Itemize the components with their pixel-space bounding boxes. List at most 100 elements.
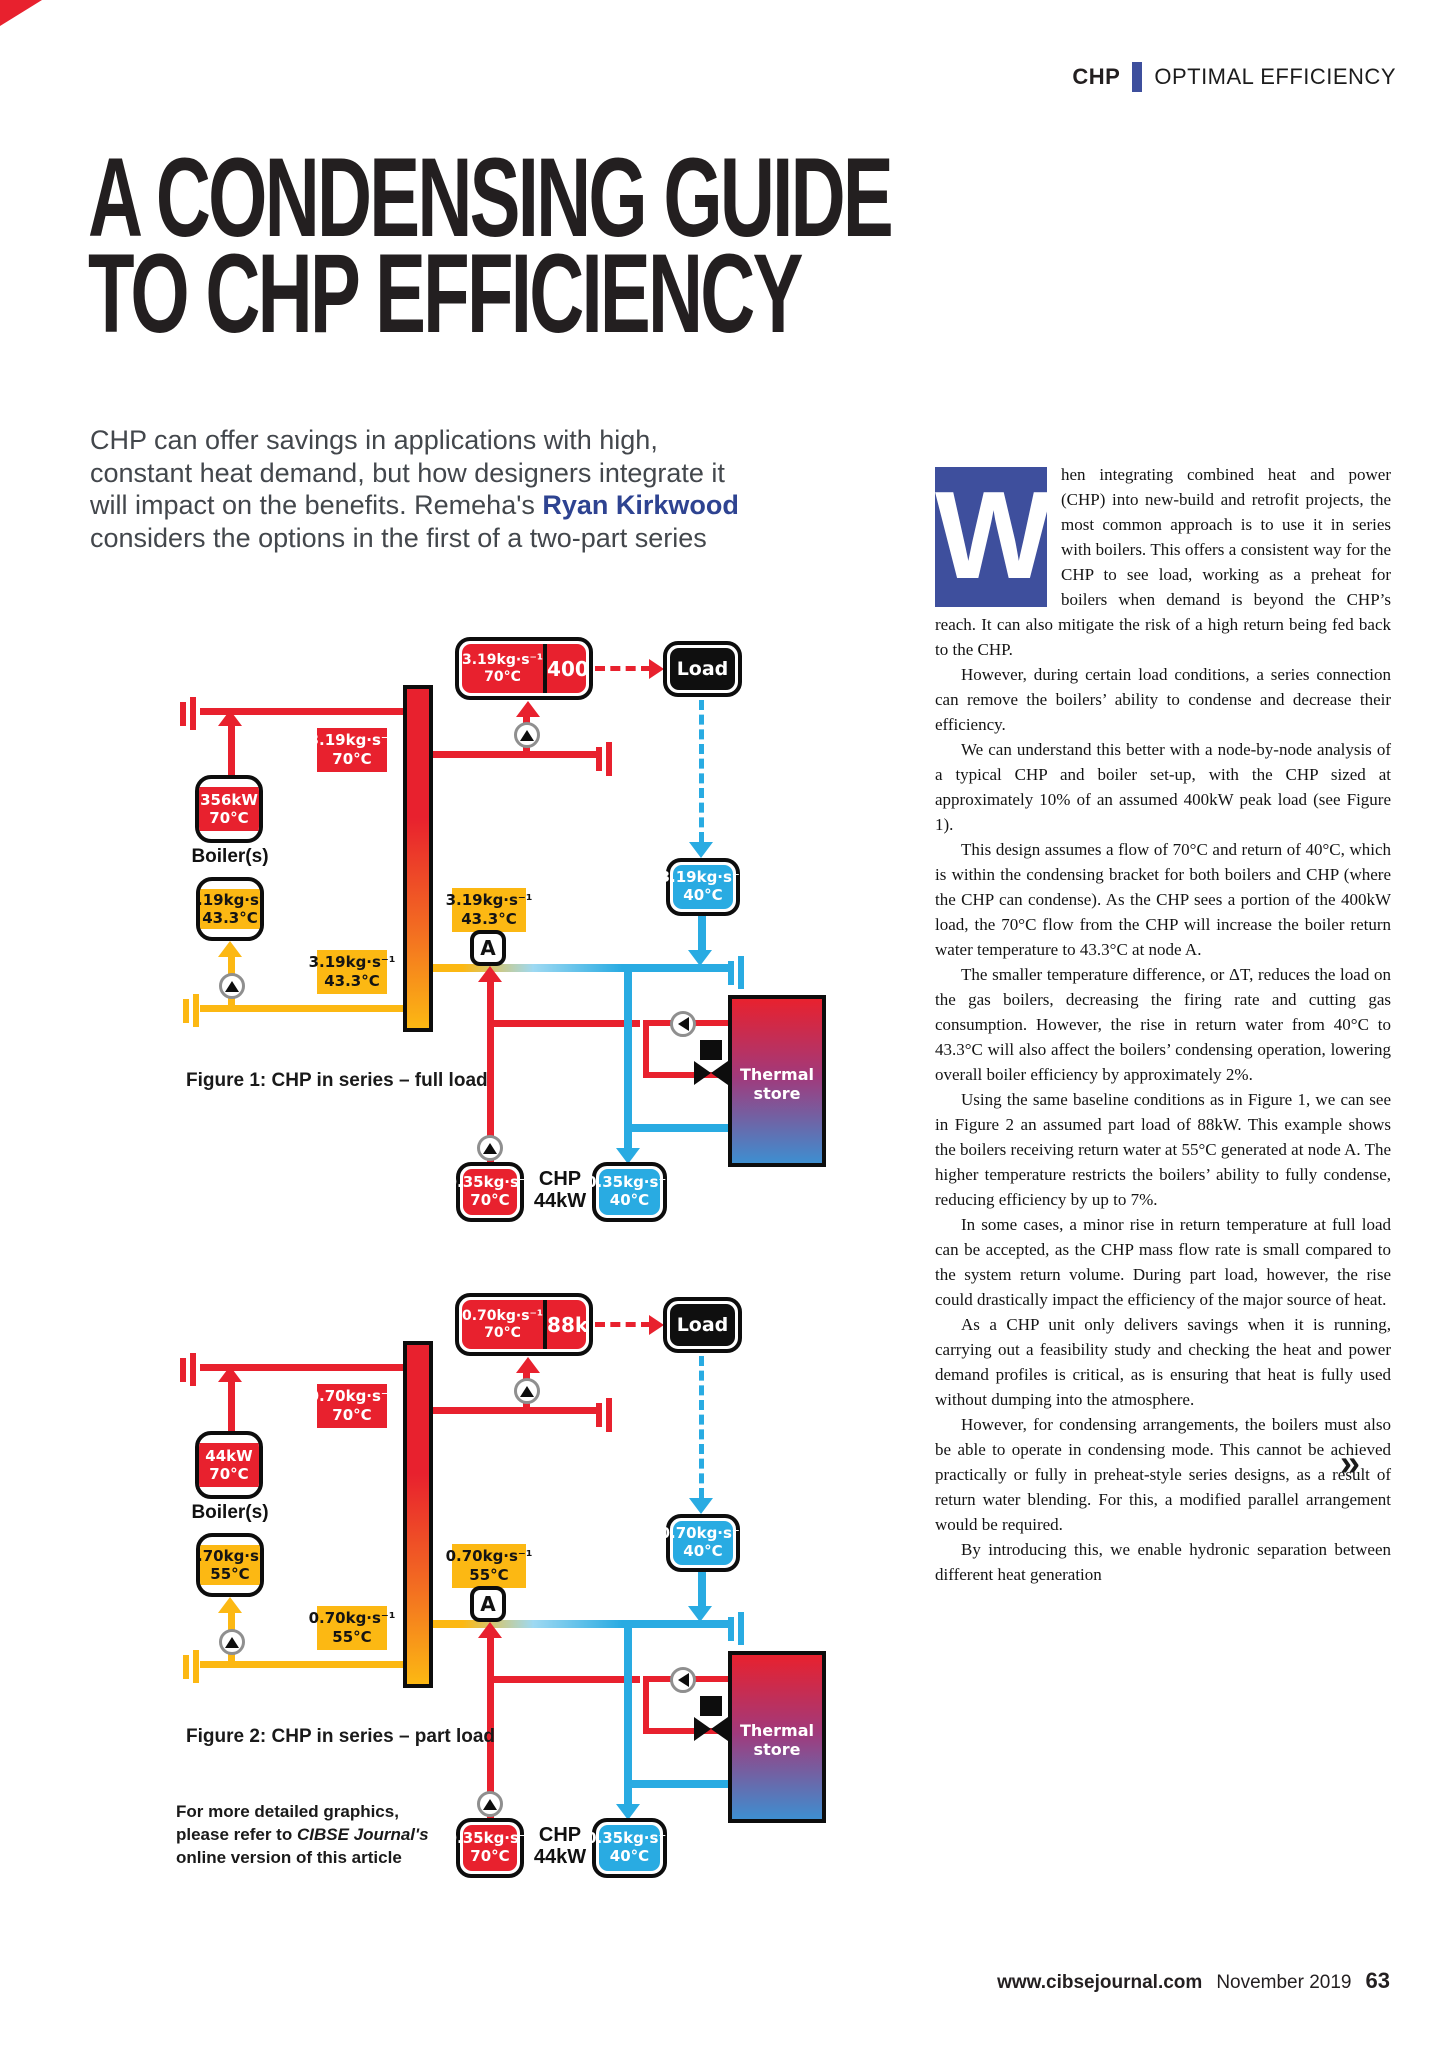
boiler-flow-power: 356kW: [200, 791, 258, 809]
radiator-icon: [728, 961, 734, 985]
boiler-flow-values: 44kW 70°C: [199, 1443, 259, 1487]
boiler-return-box: 0.70kg·s⁻¹ 55°C: [196, 1533, 264, 1597]
radiator-icon: [190, 1353, 196, 1386]
radiator-icon: [180, 702, 186, 726]
thermal-store-label-line2: store: [753, 1083, 801, 1103]
store-charge-pipe: [490, 1676, 640, 1683]
radiator-icon: [606, 742, 612, 776]
chp-flow-riser: [487, 978, 494, 1163]
chp-label-name: CHP: [538, 1168, 582, 1190]
boilers-label: Boiler(s): [191, 1502, 269, 1523]
node-a-tag: 0.70kg·s⁻¹ 55°C: [446, 1544, 532, 1588]
standfirst-line: will impact on the benefits. Remeha's Ry…: [90, 489, 739, 522]
low-loss-header-bar: [403, 685, 433, 1032]
pump-rotor-icon: [483, 1798, 497, 1810]
pump-icon: [219, 973, 245, 999]
chp-in-rate: 0.35kg·s⁻¹: [586, 1829, 673, 1848]
chp-out-box: 0.35kg·s⁻¹ 70°C: [447, 1818, 533, 1878]
pump-icon: [670, 1011, 696, 1037]
radiator-icon: [728, 1617, 734, 1641]
boiler-flow-pipe: [200, 708, 403, 715]
load-return-drop: [698, 1572, 706, 1608]
boiler-flow-riser: [228, 724, 235, 775]
node-a-temp: 55°C: [469, 1566, 509, 1584]
figure-note-line1: For more detailed graphics,: [176, 1802, 399, 1821]
boiler-flow-power: 44kW: [205, 1447, 253, 1465]
boiler-return-pipe: [200, 1005, 403, 1012]
load-label: Load: [670, 648, 735, 690]
valve-icon: [694, 1061, 711, 1085]
chp-unit-box: 3.19kg·s⁻¹ 70°C 400kW: [455, 637, 593, 700]
store-return-pipe: [628, 1124, 728, 1132]
title-line-1: A CONDENSING GUIDE: [88, 135, 894, 260]
figure-caption: Figure 2: CHP in series – part load: [186, 1726, 496, 1747]
figure-2: 44kW 70°C Boiler(s) 0.70kg·s⁻¹ 55°C 0.70…: [130, 1286, 830, 1886]
chp-unit-cells: 0.70kg·s⁻¹ 70°C 88kW: [462, 1300, 586, 1349]
flow-arrow-icon: [516, 701, 540, 717]
pump-icon: [514, 1378, 540, 1404]
kicker-divider-bar: [1132, 62, 1143, 92]
return-tag-rate: 3.19kg·s⁻¹: [308, 953, 396, 972]
figure-note: For more detailed graphics, please refer…: [176, 1800, 429, 1869]
boiler-flow-pipe: [200, 1364, 403, 1371]
figure-note-text: please refer to: [176, 1825, 297, 1844]
flow-arrow-icon: [516, 1357, 540, 1373]
chp-to-load-dashed-line: [595, 1322, 651, 1327]
pump-rotor-icon: [677, 1673, 689, 1687]
pump-icon: [670, 1667, 696, 1693]
dashed-arrowhead-icon: [649, 1315, 664, 1335]
thermal-store: Thermal store: [728, 995, 826, 1167]
chp-out-box: 0.35kg·s⁻¹ 70°C: [447, 1162, 533, 1222]
boiler-flow-riser: [228, 1380, 235, 1431]
down-arrow-icon: [616, 1804, 640, 1820]
figure-note-line2: please refer to CIBSE Journal's: [176, 1823, 429, 1846]
chp-label-power: 44kW: [533, 1190, 587, 1212]
store-return-pipe: [628, 1780, 728, 1788]
figure-caption: Figure 1: CHP in series – full load: [186, 1070, 488, 1091]
boiler-return-box: 3.19kg·s⁻¹ 43.3°C: [196, 877, 264, 941]
load-return-temp: 40°C: [683, 1542, 723, 1560]
corner-accent: [0, 0, 42, 26]
body-paragraph: The smaller temperature difference, or Δ…: [935, 965, 1391, 1084]
standfirst-text: will impact on the benefits. Remeha's: [90, 490, 543, 520]
down-arrow-icon: [616, 1148, 640, 1164]
valve-icon: [711, 1061, 728, 1085]
boiler-return-values: 0.70kg·s⁻¹ 55°C: [200, 1545, 260, 1585]
load-return-rate: 0.70kg·s⁻¹: [659, 1524, 747, 1543]
chp-out-rate: 0.35kg·s⁻¹: [446, 1173, 534, 1192]
chp-label: CHP 44kW: [528, 1168, 592, 1212]
down-arrow-icon: [688, 950, 712, 966]
boiler-return-values: 3.19kg·s⁻¹ 43.3°C: [200, 889, 260, 929]
pump-icon: [219, 1629, 245, 1655]
node-a-tag: 3.19kg·s⁻¹ 43.3°C: [446, 888, 532, 932]
valve-actuator-icon: [700, 1040, 722, 1060]
return-tag-temp: 43.3°C: [324, 972, 380, 990]
load-flow-pipe: [433, 1407, 600, 1414]
boiler-flow-temp: 70°C: [209, 1465, 249, 1483]
radiator-icon: [738, 956, 744, 989]
author-name: Ryan Kirkwood: [542, 490, 739, 520]
chp-in-rate: 0.35kg·s⁻¹: [586, 1173, 673, 1192]
load-label: Load: [670, 1304, 735, 1346]
flow-tag-rate: 0.70kg·s⁻¹: [308, 1387, 396, 1406]
flow-tag-temp: 70°C: [332, 750, 372, 768]
boiler-return-pipe: [200, 1661, 403, 1668]
valve-icon: [711, 1717, 728, 1741]
chp-out-rate: 0.35kg·s⁻¹: [446, 1829, 534, 1848]
boiler-return-flow: 3.19kg·s⁻¹: [197, 891, 260, 909]
pump-rotor-icon: [520, 729, 534, 741]
chp-schematic: 44kW 70°C Boiler(s) 0.70kg·s⁻¹ 55°C 0.70…: [130, 1286, 830, 1886]
node-a-rate: 0.70kg·s⁻¹: [445, 1547, 533, 1566]
return-tag: 3.19kg·s⁻¹ 43.3°C: [309, 950, 395, 994]
load-return-values: 3.19kg·s⁻¹ 40°C: [660, 865, 746, 909]
valve-icon: [694, 1717, 711, 1741]
journal-name: CIBSE Journal's: [296, 1825, 429, 1844]
system-return-pipe: [433, 964, 728, 972]
load-return-drop: [698, 916, 706, 952]
body-paragraph: As a CHP unit only delivers savings when…: [935, 1315, 1391, 1409]
pump-icon: [477, 1135, 503, 1161]
boiler-flow-values: 356kW 70°C: [199, 787, 259, 831]
chp-unit-flow-cell: 0.70kg·s⁻¹ 70°C: [462, 1300, 544, 1349]
boiler-return-flow: 0.70kg·s⁻¹: [197, 1547, 260, 1565]
